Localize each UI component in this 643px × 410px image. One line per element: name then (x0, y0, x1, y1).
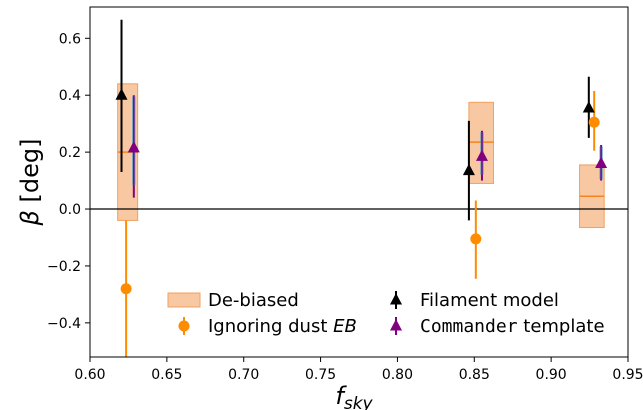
x-tick-label-4: 0.80 (382, 367, 413, 383)
filament-model-point-1 (462, 163, 475, 176)
legend-label-italic-1: EB (333, 316, 357, 337)
ignoring-dust-eb-point-0 (120, 283, 132, 295)
legend-label-1: Ignoring dust EB (208, 316, 357, 337)
plot-frame (89, 6, 629, 358)
legend-label-0: De-biased (208, 290, 299, 311)
x-tick-label-5: 0.85 (459, 367, 490, 383)
legend-marker-1 (178, 320, 190, 332)
x-tick-label-6: 0.90 (536, 367, 567, 383)
legend-label-text-3: template (518, 316, 605, 337)
commander-template-point-0 (127, 140, 140, 153)
legend-swatch-0 (167, 292, 201, 308)
y-tick-label-5: 0.6 (59, 31, 81, 47)
x-tick-label-2: 0.70 (228, 367, 259, 383)
x-axis-label-sub: sky (344, 394, 374, 410)
legend-label-text-0: De-biased (208, 290, 299, 311)
x-tick-label-7: 0.95 (612, 367, 643, 383)
y-axis-label: β [deg] (16, 139, 44, 227)
commander-template-point-1 (475, 149, 488, 161)
x-tick-label-1: 0.65 (151, 367, 182, 383)
legend-label-3: Commander template (420, 316, 605, 337)
axes-frame (89, 6, 629, 358)
legend-label-text-2: Filament model (420, 290, 559, 311)
x-tick-label-0: 0.60 (74, 367, 105, 383)
filament-model-point-0 (115, 88, 128, 100)
legend-label-mono-3: Commander (420, 316, 518, 337)
commander-template-point-2 (595, 156, 608, 169)
debiased-boxes (117, 83, 605, 229)
ticks-layer: 0.60 0.65 0.70 0.75 0.80 0.85 0.90 0.95 −0.4 −0.2… (47, 31, 643, 383)
legend-marker-2 (390, 293, 402, 305)
y-axis-label-rest: [deg] (16, 139, 44, 211)
legend-label-2: Filament model (420, 290, 559, 311)
filament-model-point-2 (582, 101, 595, 113)
y-tick-label-3: 0.2 (59, 145, 81, 161)
markers-layer (115, 88, 608, 295)
y-tick-label-2: 0.0 (59, 202, 81, 218)
y-tick-label-0: −0.4 (47, 316, 81, 332)
axis-labels: fsky β [deg] (16, 139, 374, 410)
x-tick-label-3: 0.75 (305, 367, 336, 383)
y-axis-label-greek: β (16, 210, 44, 226)
legend: De-biased Ignoring dust EB Filament model C… (167, 290, 605, 337)
x-axis-label: fsky (335, 382, 373, 410)
legend-label-text-1: Ignoring dust (208, 316, 333, 337)
y-tick-label-4: 0.4 (59, 88, 81, 104)
legend-marker-3 (390, 319, 402, 331)
ignoring-dust-eb-point-1 (470, 233, 482, 245)
ignoring-dust-eb-point-2 (588, 116, 600, 128)
y-tick-label-1: −0.2 (47, 259, 81, 275)
